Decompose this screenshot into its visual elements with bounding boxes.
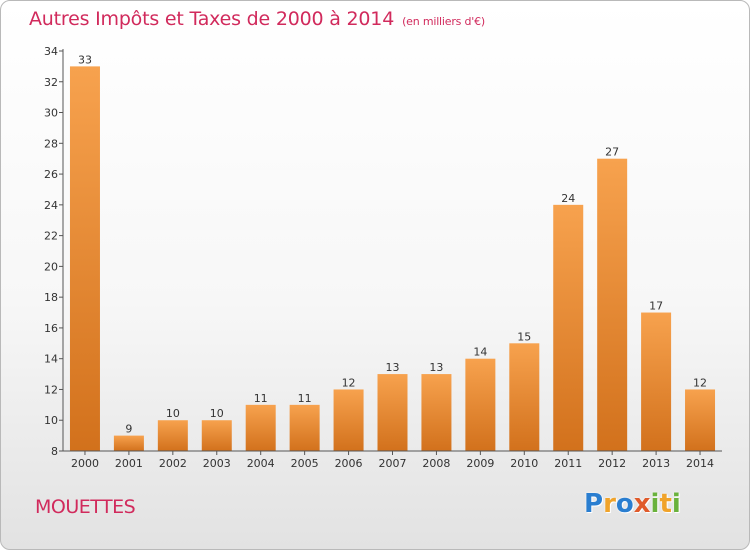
x-tick-label: 2012	[598, 457, 626, 470]
bar-value-label: 9	[125, 423, 132, 436]
x-tick-label: 2006	[335, 457, 363, 470]
x-tick-label: 2013	[642, 457, 670, 470]
x-tick-label: 2009	[466, 457, 494, 470]
y-tick-label: 30	[44, 107, 58, 120]
bar-value-label: 13	[429, 361, 443, 374]
x-tick-label: 2003	[203, 457, 231, 470]
bar-2003	[201, 420, 232, 451]
y-tick-label: 26	[44, 168, 58, 181]
bar-2013	[641, 312, 672, 451]
bar-2001	[113, 435, 144, 451]
y-tick-label: 20	[44, 260, 58, 273]
chart-title: Autres Impôts et Taxes de 2000 à 2014 (en…	[29, 8, 485, 30]
bar-value-label: 24	[561, 192, 575, 205]
bar-value-label: 12	[342, 376, 356, 389]
bar-2008	[421, 374, 452, 451]
bar-2010	[509, 343, 540, 451]
x-tick-label: 2011	[554, 457, 582, 470]
chart-title-text: Autres Impôts et Taxes de 2000 à 2014	[29, 8, 395, 30]
x-tick-label: 2007	[379, 457, 407, 470]
x-tick-label: 2000	[71, 457, 99, 470]
y-tick-label: 22	[44, 230, 58, 243]
bar-value-label: 27	[605, 146, 619, 159]
bar-2006	[333, 389, 364, 451]
x-tick-label: 2008	[422, 457, 450, 470]
bar-2012	[597, 158, 628, 451]
bar-value-label: 13	[386, 361, 400, 374]
y-tick-label: 32	[44, 76, 58, 89]
bar-value-label: 12	[693, 376, 707, 389]
y-tick-label: 8	[51, 445, 58, 458]
bar-value-label: 11	[298, 392, 312, 405]
bar-value-label: 15	[517, 330, 531, 343]
bar-2002	[157, 420, 188, 451]
x-tick-label: 2005	[291, 457, 319, 470]
bar-value-label: 11	[254, 392, 268, 405]
bar-value-label: 17	[649, 300, 663, 313]
commune-name: MOUETTES	[35, 496, 136, 518]
y-tick-label: 16	[44, 322, 58, 335]
y-tick-label: 12	[44, 383, 58, 396]
bar-2007	[377, 374, 408, 451]
x-tick-label: 2014	[686, 457, 714, 470]
y-tick-label: 28	[44, 137, 58, 150]
y-tick-label: 24	[44, 199, 58, 212]
bar-2000	[69, 66, 100, 451]
bar-2014	[685, 389, 716, 451]
y-tick-label: 34	[44, 45, 58, 58]
x-tick-label: 2004	[247, 457, 275, 470]
bar-2009	[465, 358, 496, 451]
y-tick-label: 18	[44, 291, 58, 304]
y-tick-label: 10	[44, 414, 58, 427]
x-tick-label: 2010	[510, 457, 538, 470]
x-tick-label: 2001	[115, 457, 143, 470]
bar-value-label: 14	[473, 346, 487, 359]
y-tick-label: 14	[44, 353, 58, 366]
bar-value-label: 33	[78, 53, 92, 66]
bar-value-label: 10	[166, 407, 180, 420]
bar-2011	[553, 204, 584, 451]
bar-2005	[289, 404, 320, 451]
proxiti-logo: Proxiti	[584, 489, 681, 519]
x-tick-label: 2002	[159, 457, 187, 470]
chart-unit: (en milliers d'€)	[402, 15, 485, 28]
bar-2004	[245, 404, 276, 451]
bar-value-label: 10	[210, 407, 224, 420]
